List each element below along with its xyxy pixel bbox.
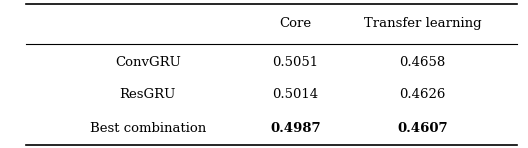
Text: ResGRU: ResGRU <box>120 88 176 101</box>
Text: ConvGRU: ConvGRU <box>115 56 181 69</box>
Text: 0.5014: 0.5014 <box>272 88 319 101</box>
Text: Best combination: Best combination <box>90 122 206 135</box>
Text: Core: Core <box>280 17 312 30</box>
Text: 0.4607: 0.4607 <box>397 122 448 135</box>
Text: 0.4987: 0.4987 <box>270 122 321 135</box>
Text: 0.5051: 0.5051 <box>272 56 319 69</box>
Text: 0.4658: 0.4658 <box>399 56 446 69</box>
Text: Transfer learning: Transfer learning <box>364 17 481 30</box>
Text: 0.4626: 0.4626 <box>399 88 446 101</box>
